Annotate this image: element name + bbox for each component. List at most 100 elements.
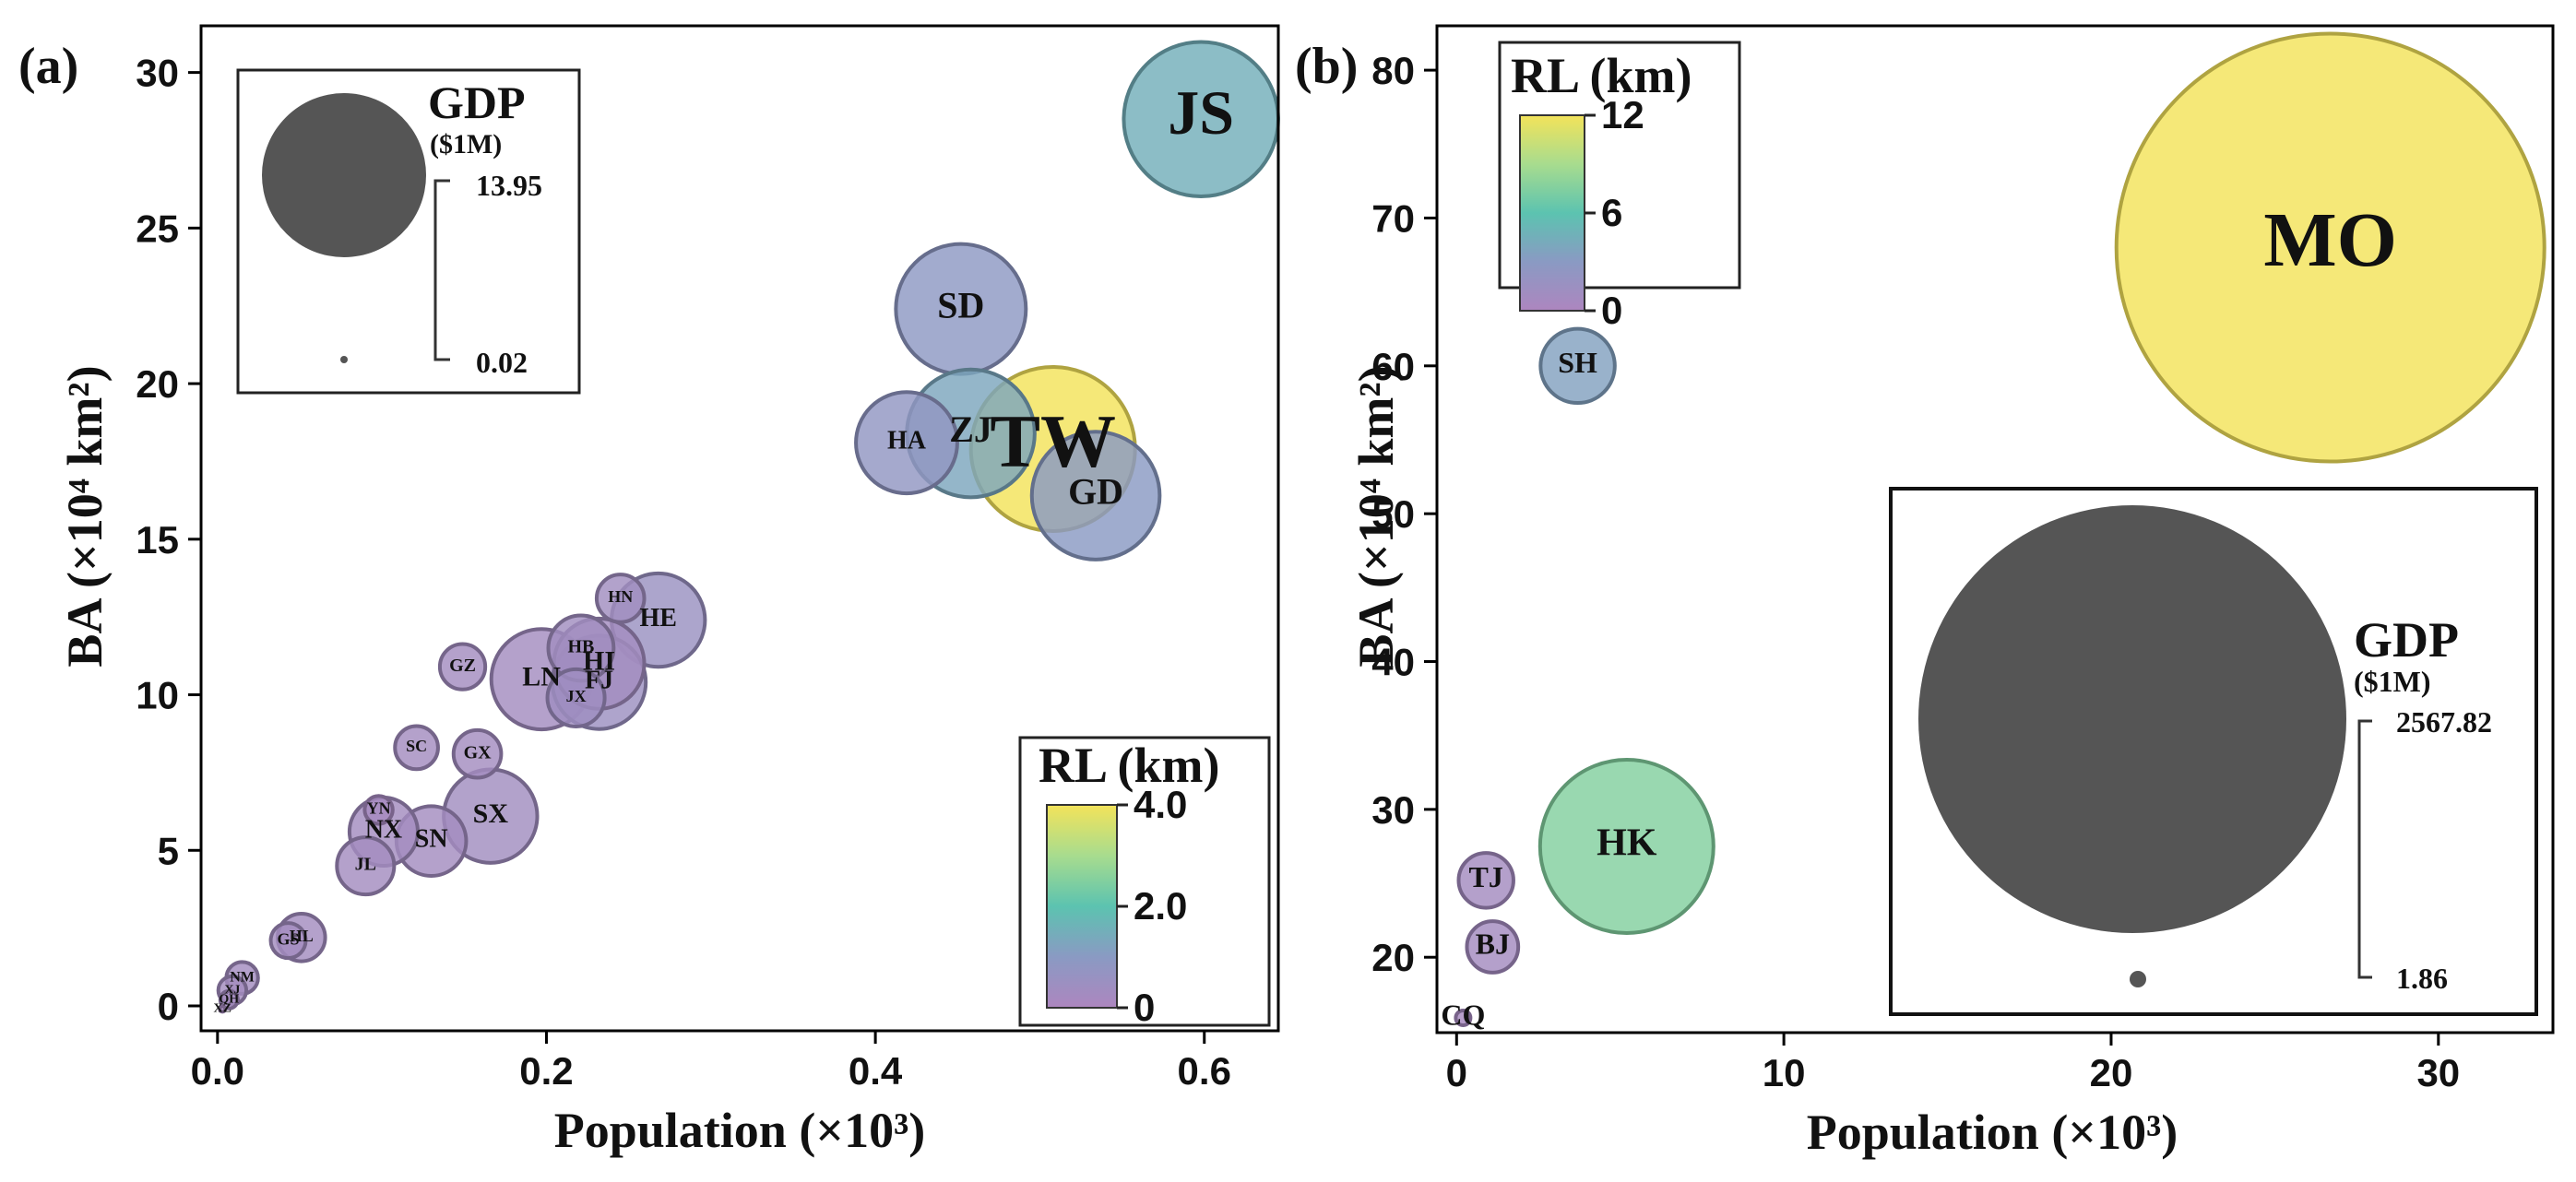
x-tick-label-3: 0.6 (1178, 1049, 1231, 1093)
bubble-label-gs: GS (278, 929, 300, 948)
colorbar-tick-label-1: 6 (1601, 191, 1622, 234)
bubble-label-jl: JL (355, 855, 376, 875)
size-legend-title-a: GDP (428, 77, 526, 128)
bubble-tj (1456, 851, 1515, 910)
size-legend-min-label-b: 1.86 (2396, 962, 2448, 995)
x-tick-label-1: 0.2 (519, 1049, 573, 1093)
size-legend-bracket-a (433, 179, 450, 361)
colorbar-a (1046, 804, 1118, 1009)
bubble-gs (268, 921, 308, 961)
y-tick-label-1: 30 (1371, 788, 1415, 832)
bubble-xz (218, 1004, 228, 1014)
x-tick-label-2: 0.4 (849, 1049, 903, 1093)
colorbar-ticks-a: 4.0 2.0 0 (1117, 783, 1187, 1029)
y-tick-label-3: 50 (1371, 492, 1415, 536)
bubble-label-fj: FJ (585, 666, 613, 694)
size-legend-title-b: GDP (2354, 612, 2459, 668)
y-tick-label-5: 25 (136, 207, 179, 250)
bubble-label-qh: QH (219, 992, 239, 1006)
panel-label-b: (b) (1295, 38, 1358, 95)
axes-frame-a (199, 24, 1280, 1033)
size-legend-max-label-a: 13.95 (476, 169, 542, 202)
bubble-label-hi: HI (583, 646, 615, 677)
color-legend-title-b: RL (km) (1511, 48, 1692, 103)
bubble-label-tw: TW (990, 399, 1116, 483)
bubble-gz (437, 642, 488, 691)
bubble-yn (362, 794, 395, 826)
bubble-label-xz: XZ (213, 1002, 231, 1016)
color-legend-b: RL (km) 12 6 0 (1498, 41, 1741, 332)
colorbar-tick-label-2: 0 (1601, 289, 1622, 332)
bubble-gx (451, 727, 504, 780)
bubble-label-mo: MO (2263, 197, 2397, 283)
bubble-label-gz: GZ (449, 656, 476, 676)
bubble-label-cq: CQ (1441, 998, 1485, 1031)
bubble-label-hl: HL (290, 927, 314, 945)
x-tick-label-2: 20 (2090, 1051, 2133, 1094)
bubble-jl (335, 835, 397, 897)
bubble-label-jx: JX (566, 687, 587, 705)
bubble-label-sn: SN (415, 825, 448, 854)
size-legend-unit-b: ($1M) (2354, 665, 2431, 698)
bubble-cq (1454, 1008, 1473, 1027)
size-legend-bracket-b (2357, 719, 2372, 979)
y-tick-label-6: 80 (1371, 49, 1415, 92)
size-legend-b: GDP ($1M) 2567.82 1.86 (1889, 487, 2538, 1016)
size-legend-max-circle-a (262, 93, 426, 257)
y-tick-label-0: 20 (1371, 936, 1415, 979)
y-tick-label-2: 40 (1371, 641, 1415, 684)
bubble-label-ha: HA (887, 427, 927, 455)
y-tick-label-4: 20 (136, 362, 179, 406)
bubble-label-nx: NX (365, 815, 402, 844)
color-legend-a: RL (km) 4.0 2.0 0 (1018, 736, 1271, 1029)
axes-frame-b (1435, 24, 2555, 1034)
y-tick-label-3: 15 (136, 518, 179, 561)
colorbar-b (1519, 114, 1585, 312)
bubble-label-nm: NM (230, 969, 255, 985)
bubble-label-sh: SH (1558, 346, 1597, 379)
bubble-label-yn: YN (367, 799, 391, 818)
x-axis-label-b: Population (×10³) (1807, 1105, 2178, 1160)
bubble-mo (2114, 31, 2546, 464)
bubble-label-js: JS (1168, 77, 1234, 148)
bubble-jx (545, 667, 607, 728)
bubble-ha (854, 390, 959, 496)
y-tick-label-0: 0 (158, 985, 179, 1028)
bubble-label-bj: BJ (1476, 927, 1510, 960)
bubble-label-gd: GD (1068, 471, 1123, 513)
colorbar-tick-label-0: 4.0 (1134, 783, 1187, 826)
y-tick-label-2: 10 (136, 674, 179, 717)
y-tick-label-6: 30 (136, 52, 179, 95)
size-legend-min-circle-a (340, 356, 348, 363)
bubble-gd (1029, 430, 1162, 561)
bubble-label-sx: SX (473, 798, 509, 829)
x-tick-label-1: 10 (1763, 1051, 1806, 1094)
bubble-label-he: HE (639, 604, 676, 632)
y-axis-label-b: BA (×10⁴ km²) (1348, 365, 1404, 667)
size-legend-max-label-b: 2567.82 (2396, 705, 2492, 739)
y-tick-label-4: 60 (1371, 345, 1415, 388)
size-legend-min-label-a: 0.02 (476, 346, 528, 379)
x-axis-label-a: Population (×10³) (554, 1103, 926, 1158)
x-tick-label-0: 0 (1446, 1051, 1467, 1094)
y-tick-label-5: 70 (1371, 196, 1415, 240)
bubble-label-hk: HK (1597, 822, 1657, 865)
y-axis-label-a: BA (×10⁴ km²) (57, 365, 113, 667)
panel-label-a: (a) (18, 38, 78, 95)
bubble-label-zj: ZJ (949, 408, 992, 450)
bubbles-b: MO SH HK TJ BJ CQ (1441, 31, 2546, 1031)
bubble-hk (1537, 757, 1715, 935)
colorbar-tick-label-0: 12 (1601, 93, 1644, 136)
x-tick-label-3: 30 (2416, 1051, 2460, 1094)
bubble-label-sd: SD (937, 284, 984, 325)
bubble-label-xj: XJ (224, 983, 240, 997)
colorbar-tick-label-1: 2.0 (1134, 884, 1187, 928)
bubble-bj (1465, 919, 1521, 975)
y-tick-label-1: 5 (158, 829, 179, 872)
bubble-label-ln: LN (522, 662, 561, 692)
colorbar-tick-label-2: 0 (1134, 986, 1155, 1029)
bubble-hn (594, 573, 647, 624)
